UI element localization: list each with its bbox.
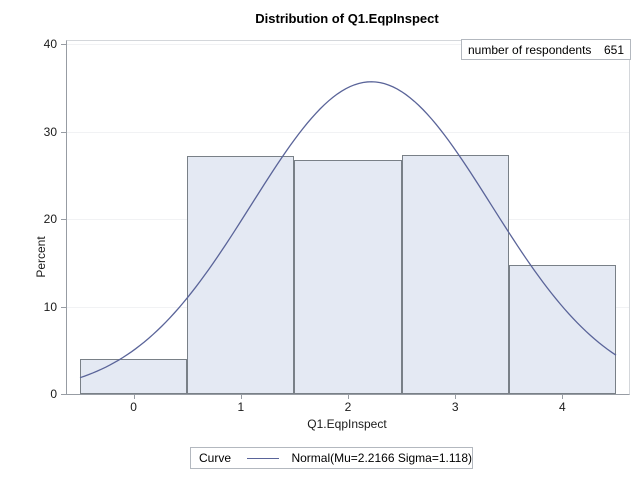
histogram-bar-3 — [401, 154, 509, 394]
y-tick-40 — [61, 44, 66, 45]
x-tick-1 — [240, 394, 242, 399]
curve-legend: Curve Normal(Mu=2.2166 Sigma=1.118) — [190, 447, 473, 469]
histogram-bar-1 — [187, 156, 295, 394]
histogram-bar-2 — [294, 160, 402, 394]
plot-area: number of respondents 651 0 10 20 30 40 0 1 2 3 4… — [34, 37, 631, 414]
x-tick-2 — [348, 394, 349, 399]
inset-box: number of respondents 651 — [461, 39, 631, 60]
x-tick-4 — [562, 394, 564, 399]
x-axis-label: Q1.EqpInspect — [307, 417, 387, 431]
y-tick-30 — [61, 131, 66, 133]
y-tick-label-20: 20 — [43, 212, 57, 226]
x-tick-label-1: 1 — [237, 400, 245, 414]
y-tick-label-40: 40 — [43, 37, 57, 51]
x-tick-label-4: 4 — [559, 400, 566, 414]
chart-title: Distribution of Q1.EqpInspect — [255, 11, 439, 26]
x-tick-label-3: 3 — [451, 400, 459, 414]
x-tick-label-0: 0 — [130, 400, 137, 414]
y-tick-label-30: 30 — [43, 124, 57, 139]
y-tick-0 — [61, 394, 66, 395]
legend-entry: Normal(Mu=2.2166 Sigma=1.118) — [291, 451, 472, 465]
x-tick-0 — [133, 394, 135, 399]
normal-curve-line-swatch — [247, 457, 280, 459]
histogram-bar-4 — [508, 264, 616, 394]
x-tick-3 — [455, 394, 457, 399]
y-axis-label: Percent — [34, 236, 48, 278]
y-tick-label-0: 0 — [50, 387, 57, 401]
inset-label: number of respondents — [468, 42, 592, 57]
y-tick-label-10: 10 — [43, 299, 57, 314]
gridline-40 — [67, 44, 629, 45]
legend-label: Curve — [199, 451, 232, 465]
histogram-bar-0 — [80, 359, 188, 394]
y-tick-10 — [61, 306, 66, 308]
y-tick-20 — [61, 219, 66, 220]
x-tick-label-2: 2 — [344, 400, 352, 414]
inset-value: 651 — [603, 42, 624, 57]
gridline-30 — [67, 131, 629, 133]
